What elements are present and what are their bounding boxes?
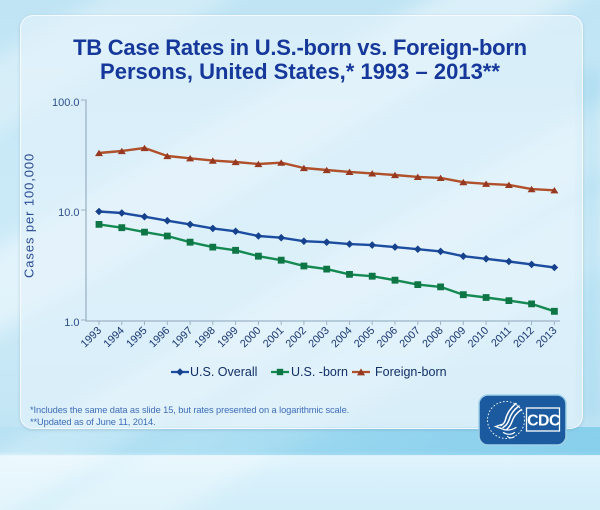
svg-text:1.0: 1.0 <box>64 317 79 329</box>
svg-text:Foreign-born: Foreign-born <box>375 365 447 379</box>
svg-text:Cases per 100,000: Cases per 100,000 <box>22 153 37 278</box>
svg-text:10.0: 10.0 <box>58 207 79 219</box>
svg-text:100.0: 100.0 <box>52 97 80 109</box>
svg-text:U.S. Overall: U.S. Overall <box>190 365 257 379</box>
svg-text:U.S. -born: U.S. -born <box>291 365 348 379</box>
svg-text:CDC: CDC <box>527 413 560 430</box>
